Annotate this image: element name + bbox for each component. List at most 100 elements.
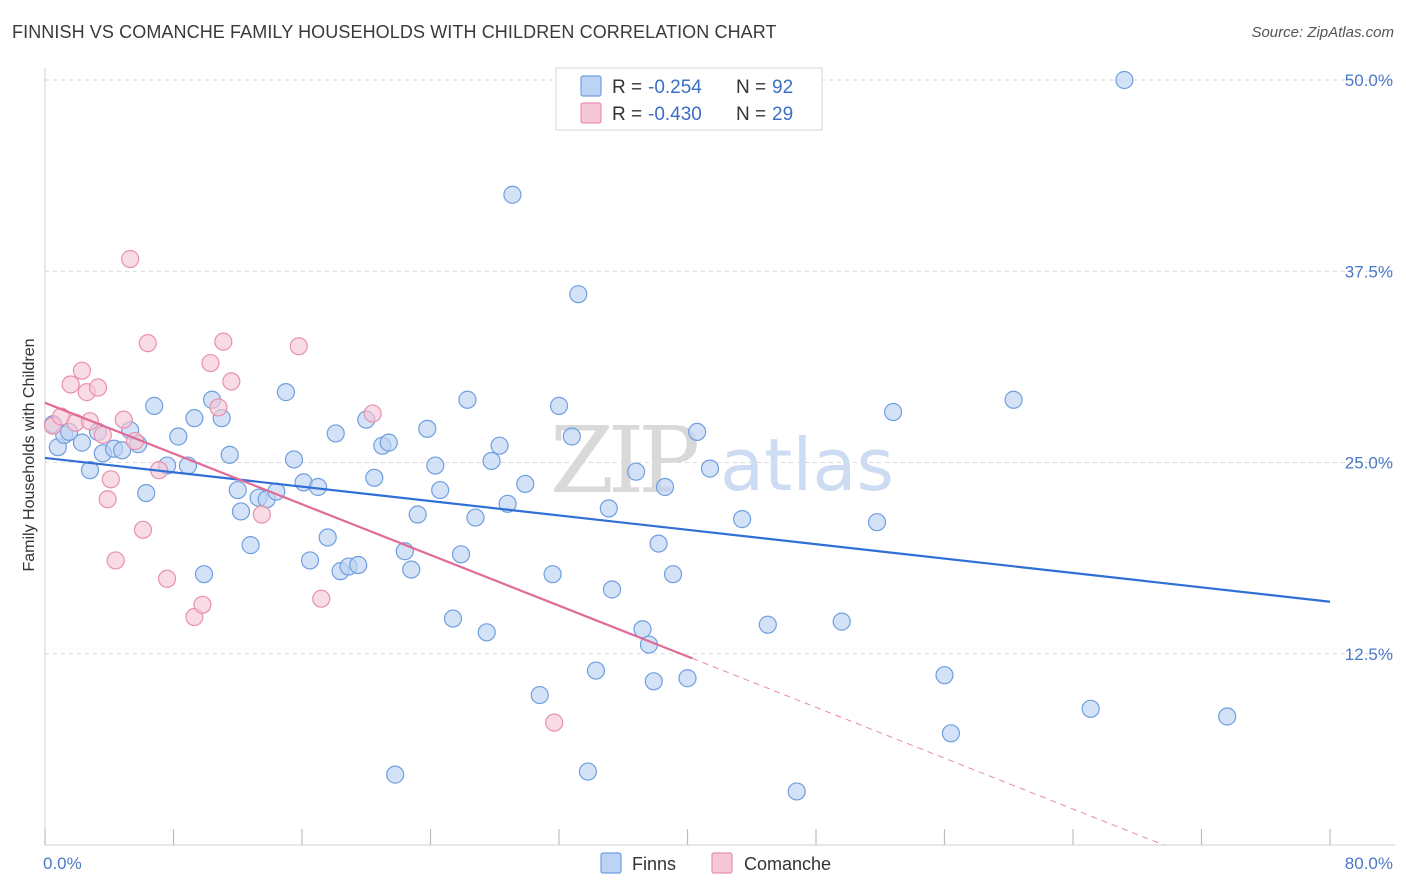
- legend-n-value-finns: 92: [772, 77, 793, 98]
- finns-point-64: [578, 762, 598, 781]
- finns-point-78: [733, 510, 752, 529]
- comanche-point-7: [88, 378, 108, 397]
- watermark: ZIP atlas: [550, 407, 894, 514]
- finns-point-21: [220, 445, 239, 464]
- finns-point-87: [1081, 699, 1100, 718]
- finns-point-59: [530, 685, 549, 705]
- finns-point-56: [498, 494, 517, 513]
- comanche-point-18: [157, 569, 177, 588]
- comanche-point-15: [133, 520, 153, 539]
- finns-point-23: [231, 502, 251, 521]
- series-legend-label-finns: Finns: [632, 854, 676, 874]
- finns-point-58: [516, 474, 535, 494]
- finns-point-46: [418, 419, 437, 438]
- comanche-point-13: [121, 249, 140, 269]
- series-legend-label-comanche: Comanche: [744, 854, 831, 874]
- comanche-point-22: [209, 398, 228, 417]
- finns-point-73: [655, 477, 675, 497]
- legend-r-value-comanche: -0.430: [648, 104, 702, 125]
- comanche-point-26: [289, 337, 308, 356]
- finns-point-62: [562, 427, 581, 446]
- finns-point-22: [228, 480, 247, 500]
- finns-point-50: [451, 545, 471, 564]
- finns-point-82: [867, 513, 887, 532]
- comanche-point-16: [138, 334, 157, 353]
- chart-title: FINNISH VS COMANCHE FAMILY HOUSEHOLDS WI…: [12, 22, 777, 42]
- finns-point-61: [549, 396, 569, 415]
- legend-r-value-finns: -0.254: [648, 77, 702, 98]
- legend-n-value-comanche: 29: [772, 104, 793, 125]
- finns-point-49: [443, 609, 463, 628]
- finns-point-5: [80, 461, 100, 480]
- y-tick-labels: 12.5% 25.0% 37.5% 50.0%: [1345, 71, 1393, 664]
- finns-point-9: [112, 441, 132, 460]
- comanche-points: [43, 249, 564, 732]
- finns-point-15: [169, 427, 188, 446]
- x-tick-max: 80.0%: [1345, 854, 1393, 873]
- y-tick-label-3: 50.0%: [1345, 71, 1393, 90]
- finns-point-51: [458, 390, 477, 409]
- legend-swatch-comanche: [580, 102, 602, 124]
- finns-point-71: [644, 672, 663, 691]
- finns-point-86: [1004, 390, 1023, 409]
- comanche-point-25: [252, 505, 271, 524]
- comanche-point-9: [98, 490, 117, 509]
- finns-point-77: [700, 459, 720, 478]
- finns-point-17: [185, 409, 204, 428]
- comanche-trend-extension: [692, 657, 1165, 846]
- grid-lines: [45, 79, 1395, 655]
- series-legend: Finns Comanche: [600, 852, 831, 874]
- finns-trend-line: [44, 456, 1331, 603]
- comanche-point-21: [201, 353, 220, 373]
- finns-point-76: [688, 422, 707, 441]
- comanche-point-12: [114, 410, 133, 429]
- finns-point-48: [431, 480, 450, 500]
- comanche-point-23: [214, 332, 233, 351]
- finns-point-29: [284, 450, 304, 469]
- finns-point-55: [490, 436, 509, 455]
- x-tick-min: 0.0%: [43, 854, 82, 873]
- legend-r-label-comanche: R =: [612, 104, 642, 125]
- finns-point-42: [386, 765, 405, 784]
- finns-point-28: [276, 383, 296, 402]
- comanche-point-2: [61, 375, 80, 394]
- finns-point-88: [1115, 70, 1134, 90]
- finns-point-39: [365, 468, 384, 487]
- finns-point-72: [649, 534, 668, 553]
- finns-point-89: [1218, 707, 1237, 726]
- finns-point-37: [349, 555, 368, 575]
- finns-point-63: [569, 285, 588, 304]
- legend-swatch-finns: [580, 75, 602, 97]
- finns-point-83: [883, 402, 903, 422]
- finns-points: [43, 70, 1237, 801]
- legend-r-label-finns: R =: [612, 77, 642, 98]
- finns-point-67: [602, 580, 622, 599]
- finns-point-33: [318, 528, 337, 547]
- finns-point-24: [241, 536, 260, 555]
- finns-point-85: [941, 724, 961, 743]
- finns-point-79: [758, 615, 777, 634]
- finns-point-74: [663, 565, 683, 584]
- source-label: Source: ZipAtlas.com: [1251, 24, 1394, 41]
- finns-point-65: [586, 661, 606, 680]
- series-legend-swatch-comanche: [711, 852, 733, 874]
- finns-point-81: [832, 612, 851, 631]
- comanche-point-29: [545, 713, 564, 732]
- finns-point-34: [326, 424, 345, 443]
- comanche-point-20: [193, 595, 212, 614]
- legend-n-label-comanche: N =: [736, 104, 766, 125]
- comanche-point-10: [101, 470, 120, 489]
- finns-point-18: [194, 565, 214, 584]
- finns-point-80: [787, 782, 806, 801]
- axes: [44, 68, 1395, 846]
- finns-point-47: [426, 456, 445, 475]
- series-legend-swatch-finns: [600, 852, 622, 874]
- finns-point-45: [408, 505, 427, 524]
- finns-point-31: [300, 551, 320, 570]
- finns-point-84: [935, 666, 954, 685]
- finns-point-41: [379, 433, 398, 452]
- finns-point-12: [137, 484, 156, 503]
- comanche-trend-line: [44, 401, 693, 660]
- finns-point-13: [145, 396, 164, 415]
